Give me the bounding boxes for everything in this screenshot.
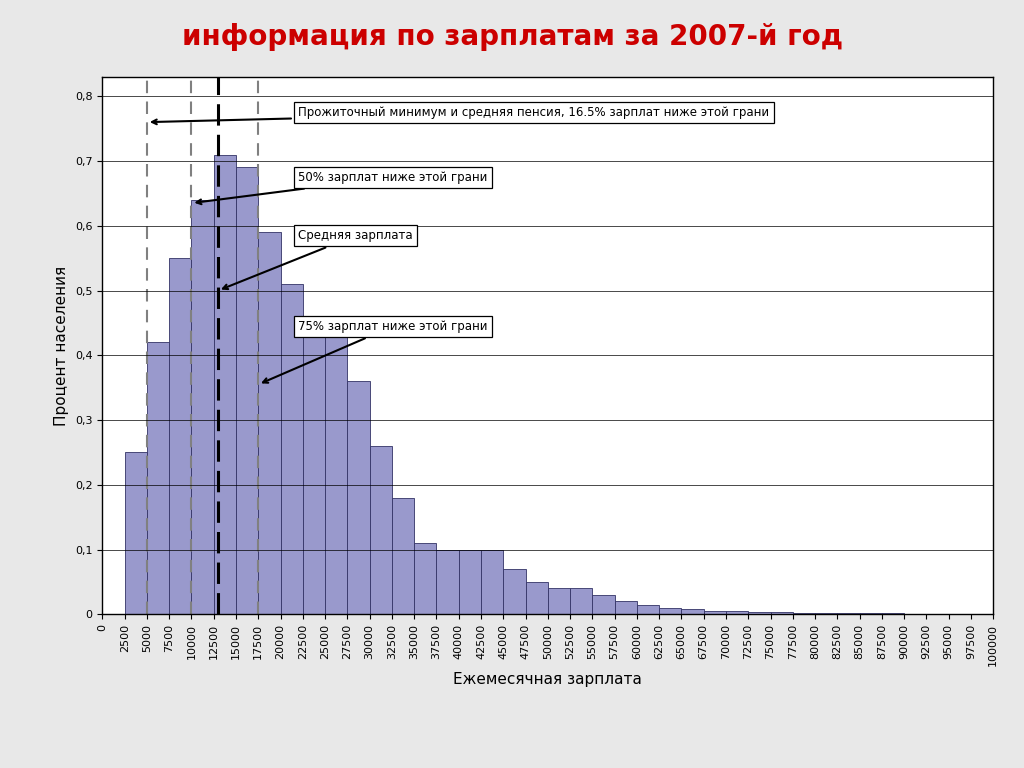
Bar (682, 609, 703, 614)
Bar (726, 611, 749, 614)
Text: 75% зарплат ниже этой грани: 75% зарплат ниже этой грани (263, 319, 487, 382)
Bar (326, 336, 347, 614)
Text: информация по зарплатам за 2007-й год: информация по зарплатам за 2007-й год (181, 23, 843, 51)
Bar (882, 613, 904, 614)
Bar (481, 550, 504, 614)
Bar (771, 612, 793, 614)
Bar (548, 588, 570, 614)
Bar (838, 613, 860, 614)
Bar (237, 167, 258, 614)
Bar (793, 613, 815, 614)
Bar (504, 569, 525, 614)
Bar (436, 550, 459, 614)
X-axis label: Ежемесячная зарплата: Ежемесячная зарплата (454, 672, 642, 687)
Bar (860, 613, 882, 614)
Text: Прожиточный минимум и средняя пенсия, 16.5% зарплат ниже этой грани: Прожиточный минимум и средняя пенсия, 16… (152, 106, 769, 124)
Bar (593, 595, 614, 614)
Bar (147, 343, 169, 614)
Bar (169, 258, 191, 614)
Text: 50% зарплат ниже этой грани: 50% зарплат ниже этой грани (197, 170, 487, 204)
Bar (815, 613, 838, 614)
Bar (214, 154, 236, 614)
Bar (525, 582, 548, 614)
Bar (637, 604, 659, 614)
Y-axis label: Процент населения: Процент населения (54, 266, 70, 425)
Bar (614, 601, 637, 614)
Bar (749, 612, 771, 614)
Bar (281, 284, 303, 614)
Bar (415, 543, 436, 614)
Bar (459, 550, 481, 614)
Bar (659, 608, 682, 614)
Text: Средняя зарплата: Средняя зарплата (223, 229, 413, 289)
Bar (258, 232, 281, 614)
Bar (125, 452, 147, 614)
Bar (191, 200, 214, 614)
Bar (570, 588, 593, 614)
Bar (392, 498, 414, 614)
Bar (703, 611, 726, 614)
Bar (347, 381, 370, 614)
Bar (370, 446, 392, 614)
Bar (303, 329, 326, 614)
